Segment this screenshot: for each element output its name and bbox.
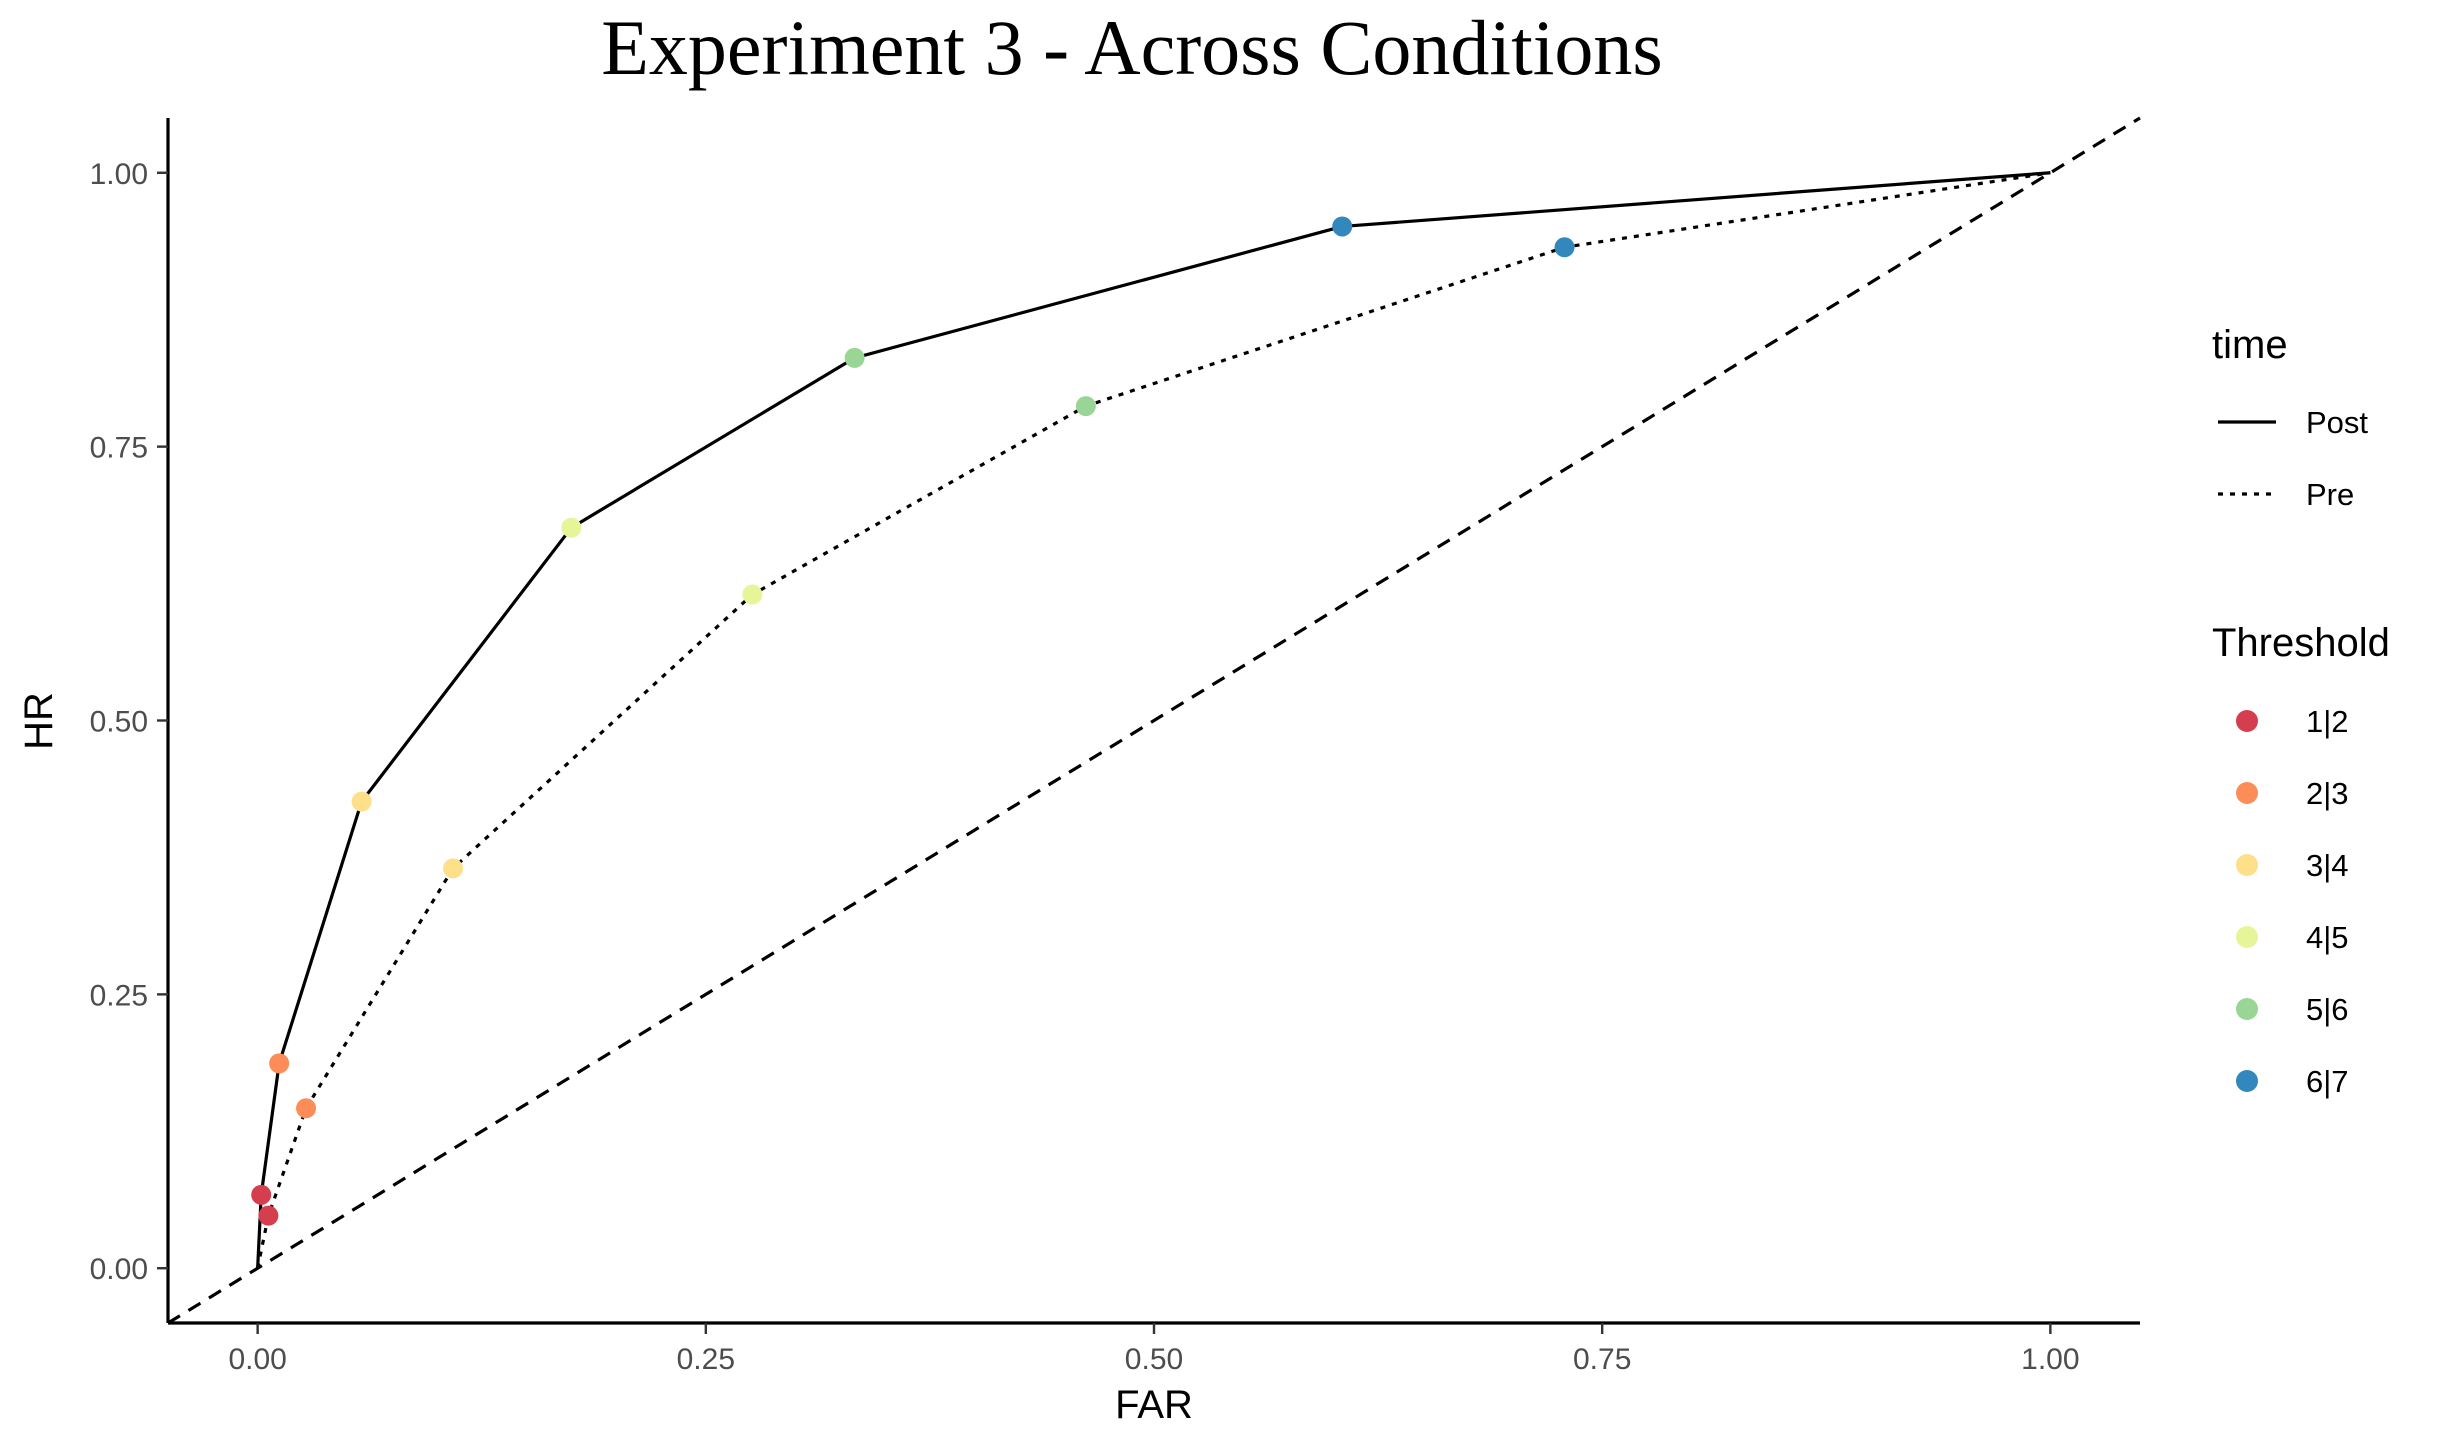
data-point-post-2-3 [269,1053,290,1074]
x-tick-label: 1.00 [2021,1343,2079,1376]
legend-swatch-2-3 [2236,782,2258,804]
legend-threshold-title: Threshold [2212,621,2390,665]
x-tick-label: 0.00 [228,1343,286,1376]
series-line-pre [256,171,2051,1269]
y-tick-label: 1.00 [90,158,148,191]
legend-label-3-4: 3|4 [2306,848,2349,883]
plot-area [167,116,2141,1325]
legend-label-pre: Pre [2306,477,2354,512]
legend-label-5-6: 5|6 [2306,992,2349,1027]
data-point-pre-6-7 [1554,237,1575,258]
legend-label-6-7: 6|7 [2306,1064,2349,1099]
legend-time-title: time [2212,323,2288,367]
series-line-post [256,171,2051,1269]
legend-swatch-5-6 [2236,998,2258,1020]
x-tick-label: 0.25 [677,1343,735,1376]
x-tick-label: 0.50 [1125,1343,1183,1376]
legend-label-post: Post [2306,405,2368,440]
data-point-post-5-6 [844,347,865,368]
legend-swatch-4-5 [2236,926,2258,948]
x-axis-ticks: 0.00 0.25 0.50 0.75 1.00 [228,1323,2080,1376]
chance-line [167,116,2141,1325]
x-tick-label: 0.75 [1573,1343,1631,1376]
legend-label-2-3: 2|3 [2306,776,2349,811]
data-point-post-3-4 [351,791,372,812]
legend-time: time Post Pre [2212,323,2368,512]
y-axis-title: HR [17,692,61,750]
legend-label-4-5: 4|5 [2306,920,2349,955]
y-axis-ticks: 0.00 0.25 0.50 0.75 1.00 [90,158,168,1286]
legend-label-1-2: 1|2 [2306,704,2349,739]
x-axis-title: FAR [1115,1383,1193,1427]
chart-title: Experiment 3 - Across Conditions [601,4,1663,91]
legend-swatch-1-2 [2236,710,2258,732]
data-point-pre-3-4 [443,858,464,879]
legend-threshold: Threshold 1|2 2|3 3|4 4|5 5|6 6|7 [2212,621,2390,1099]
data-point-pre-5-6 [1075,396,1096,417]
legend-swatch-6-7 [2236,1070,2258,1092]
data-point-pre-2-3 [296,1098,317,1119]
data-point-post-4-5 [561,517,582,538]
y-tick-label: 0.00 [90,1253,148,1286]
data-point-post-1-2 [251,1184,272,1205]
data-point-pre-4-5 [742,584,763,605]
y-tick-label: 0.50 [90,706,148,739]
y-tick-label: 0.25 [90,979,148,1012]
data-point-pre-1-2 [258,1205,279,1226]
data-point-post-6-7 [1332,216,1353,237]
y-tick-label: 0.75 [90,432,148,465]
legend-swatch-3-4 [2236,854,2258,876]
